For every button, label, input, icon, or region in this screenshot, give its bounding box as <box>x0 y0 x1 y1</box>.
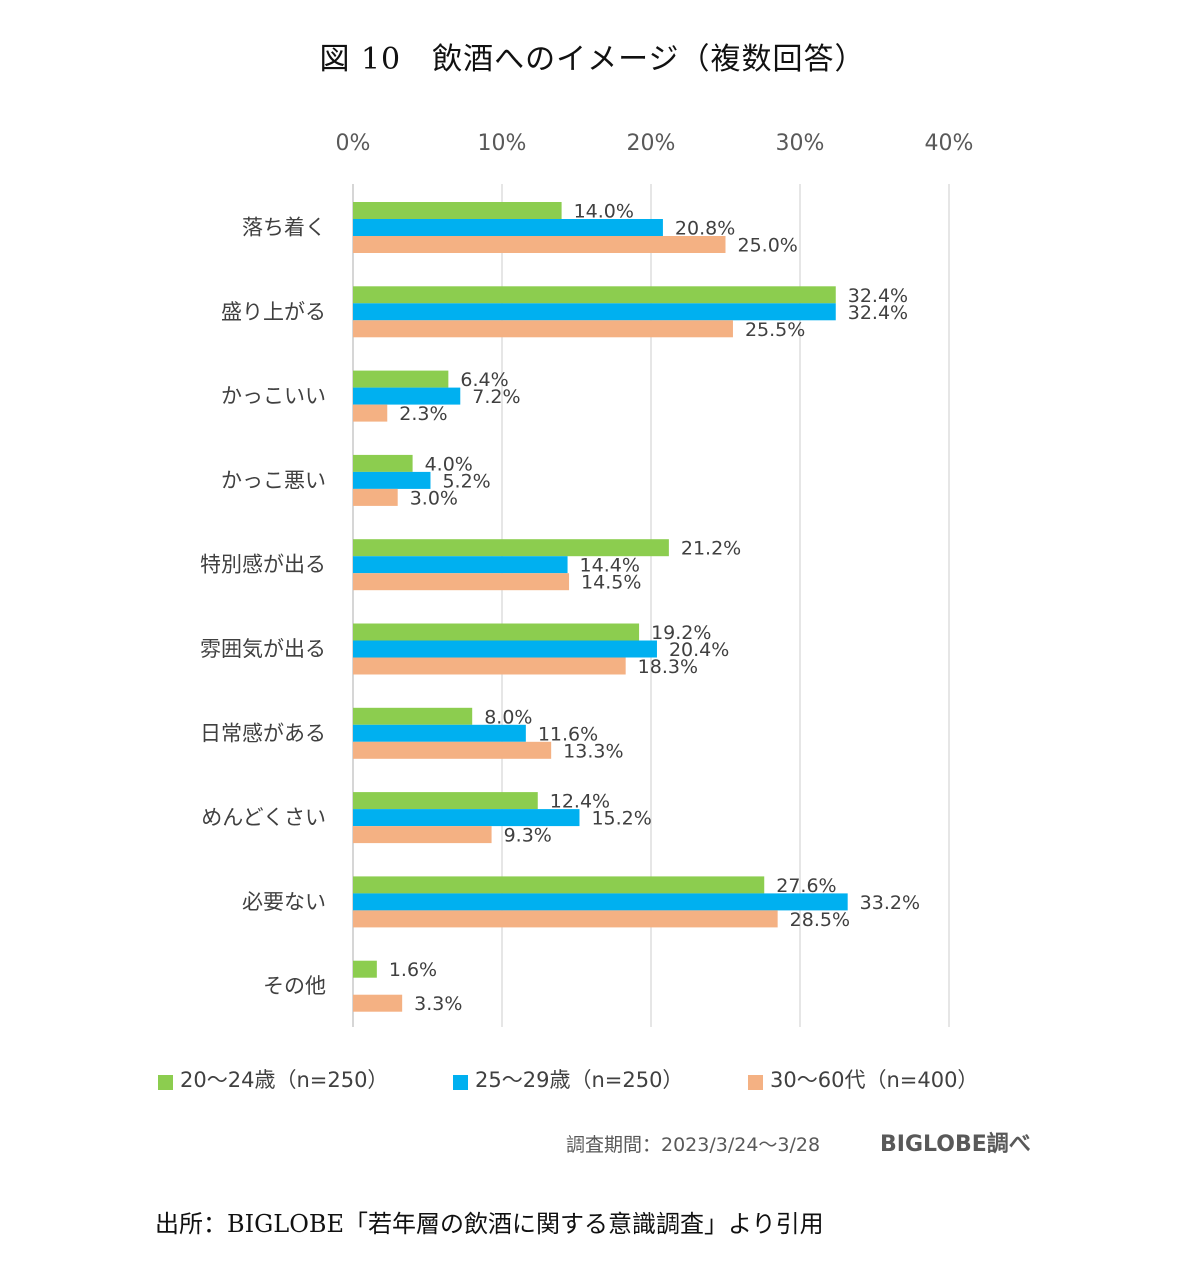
bar <box>353 792 538 810</box>
bar <box>353 623 640 641</box>
bar <box>353 910 778 928</box>
bar <box>353 404 388 422</box>
brand-credit: BIGLOBE調べ <box>880 1132 1031 1157</box>
data-label: 28.5% <box>790 909 850 931</box>
data-label: 19.2% <box>651 622 711 644</box>
data-label: 32.4% <box>848 285 908 307</box>
category-labels: 落ち着く盛り上がるかっこいいかっこ悪い特別感が出る雰囲気が出る日常感があるめんど… <box>200 216 326 999</box>
legend-item-20-24: 20～24歳（n=250） <box>158 1064 388 1094</box>
legend-item-25-29: 25～29歳（n=250） <box>453 1064 683 1094</box>
category-label: 日常感がある <box>200 721 326 745</box>
data-label: 3.3% <box>414 993 462 1015</box>
x-tick-label: 0% <box>336 131 371 156</box>
bar <box>353 454 413 472</box>
data-label: 1.6% <box>389 959 437 981</box>
bar <box>353 370 449 388</box>
x-tick-label: 20% <box>627 131 676 156</box>
legend-label: 20～24歳（n=250） <box>180 1068 389 1092</box>
data-label: 27.6% <box>776 875 836 897</box>
data-label: 12.4% <box>550 791 610 813</box>
bar <box>353 724 526 742</box>
bar <box>353 741 552 759</box>
data-label: 6.4% <box>460 369 508 391</box>
data-label: 2.3% <box>399 403 447 425</box>
data-label: 18.3% <box>638 656 698 678</box>
bar <box>353 303 836 321</box>
data-label: 3.0% <box>410 487 458 509</box>
bar <box>353 387 461 405</box>
legend-item-30-60: 30～60代（n=400） <box>748 1064 978 1094</box>
bar <box>353 556 568 574</box>
bar <box>353 994 403 1012</box>
bar <box>353 640 657 658</box>
data-label: 7.2% <box>472 386 520 408</box>
bar <box>353 320 733 338</box>
data-label: 14.0% <box>574 201 634 223</box>
category-label: めんどくさい <box>201 806 326 830</box>
x-tick-label: 40% <box>925 131 974 156</box>
data-label: 33.2% <box>860 892 920 914</box>
data-label: 13.3% <box>563 740 623 762</box>
x-tick-label: 10% <box>478 131 527 156</box>
data-label: 20.8% <box>675 218 735 240</box>
category-label: 雰囲気が出る <box>200 637 326 661</box>
data-labels: 14.0% 20.8%25.0% 32.4%32.4% 25.5% 6.4%7.2% 2.… <box>389 201 920 1016</box>
data-label: 9.3% <box>504 825 552 847</box>
bar <box>353 488 398 506</box>
bar <box>353 809 580 827</box>
bar <box>353 539 669 557</box>
source-citation: 出所：BIGLOBE「若年層の飲酒に関する意識調査」より引用 <box>155 1210 824 1238</box>
x-tick-label: 30% <box>776 131 825 156</box>
category-label: かっこ悪い <box>221 468 326 492</box>
data-label: 20.4% <box>669 639 729 661</box>
bar <box>353 573 570 591</box>
bar <box>353 202 562 219</box>
figure-title: 図 10 飲酒へのイメージ（複数回答） <box>319 42 866 77</box>
bars <box>353 202 848 1012</box>
bar-chart: 0% 10% 20% 30% 40% 14.0% 20.8%25.0% 32.4%32.4%… <box>200 131 974 1027</box>
legend: 20～24歳（n=250） 25～29歳（n=250） 30～60代（n=400… <box>0 1064 1185 1094</box>
bar <box>353 707 473 725</box>
category-label: 盛り上がる <box>221 300 326 324</box>
data-label: 25.5% <box>745 319 805 341</box>
data-label: 32.4% <box>848 302 908 324</box>
category-label: その他 <box>263 974 326 998</box>
bar <box>353 286 836 304</box>
data-label: 4.0% <box>425 453 473 475</box>
legend-label: 30～60代（n=400） <box>770 1068 979 1092</box>
legend-label: 25～29歳（n=250） <box>475 1068 684 1092</box>
category-label: 必要ない <box>242 890 326 914</box>
data-label: 14.4% <box>580 555 640 577</box>
bar <box>353 657 626 675</box>
category-label: かっこいい <box>221 384 326 408</box>
bar <box>353 960 377 978</box>
x-axis-ticks: 0% 10% 20% 30% 40% <box>336 131 974 156</box>
legend-swatch <box>158 1074 173 1090</box>
data-label: 25.0% <box>738 235 798 257</box>
bar <box>353 236 726 253</box>
bar <box>353 471 431 489</box>
legend-swatch <box>453 1074 468 1090</box>
data-label: 11.6% <box>538 723 598 745</box>
bar <box>353 893 848 911</box>
bar <box>353 876 765 894</box>
survey-period: 調査期間：2023/3/24～3/28 <box>566 1134 821 1156</box>
legend-swatch <box>748 1074 763 1090</box>
data-label: 8.0% <box>484 706 532 728</box>
category-label: 特別感が出る <box>200 553 326 577</box>
data-label: 15.2% <box>591 808 651 830</box>
bar <box>353 826 492 844</box>
data-label: 21.2% <box>681 538 741 560</box>
data-label: 5.2% <box>442 470 490 492</box>
data-label: 14.5% <box>581 572 641 594</box>
bar <box>353 219 663 236</box>
category-label: 落ち着く <box>242 216 326 240</box>
